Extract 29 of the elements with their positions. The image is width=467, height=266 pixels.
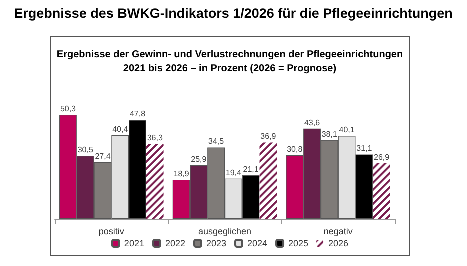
data-label: 31,1 — [356, 144, 373, 154]
data-label: 30,5 — [78, 145, 94, 154]
data-label: 27,4 — [95, 152, 112, 161]
legend-label: 2021 — [124, 238, 144, 248]
data-label: 21,1 — [243, 164, 260, 174]
data-label: 50,3 — [60, 104, 77, 114]
data-label: 40,4 — [112, 125, 129, 134]
data-label: 19,4 — [226, 168, 242, 178]
data-label: 34,5 — [208, 137, 225, 146]
x-tick-label: negativ — [324, 226, 354, 236]
chart-subtitle: Ergebnisse der Gewinn- und Verlustrechnungen der Pflegeeinrichtungen 2021 bis 2026 – in Prozent (2026 = Prognose) — [56, 50, 404, 74]
x-tick-label: positiv — [98, 226, 125, 236]
legend-label: 2022 — [165, 238, 186, 248]
data-label: 36,3 — [147, 133, 164, 142]
legend-label: 2024 — [248, 238, 268, 248]
legend-label: 2026 — [328, 238, 349, 248]
data-label: 40,1 — [339, 126, 356, 135]
data-label: 25,9 — [191, 154, 208, 164]
x-tick-label: ausgeglichen — [198, 226, 252, 236]
legend-label: 2023 — [206, 238, 227, 248]
data-label: 26,9 — [374, 152, 390, 162]
data-label: 47,8 — [130, 110, 146, 119]
chart-title: Ergebnisse des BWKG-Indikators 1/2026 für die Pflegeeinrichtungen — [13, 6, 454, 21]
data-label: 43,6 — [304, 118, 321, 128]
data-label: 30,8 — [287, 144, 304, 154]
data-label: 18,9 — [174, 169, 190, 178]
legend-label: 2025 — [288, 238, 309, 248]
data-label: 38,1 — [322, 130, 338, 139]
data-label: 36,9 — [260, 132, 277, 142]
